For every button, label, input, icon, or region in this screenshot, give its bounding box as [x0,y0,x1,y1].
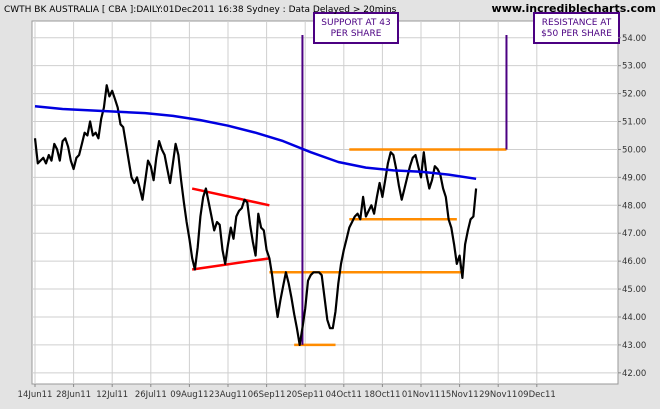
x-tick-label: 23Aug11 [209,390,247,400]
callout-label: SUPPORT AT 43 [321,18,390,28]
trend-line [191,257,270,271]
y-tick-label: 48.00 [622,201,646,211]
y-tick-label: 49.00 [622,173,646,183]
series-layer [33,84,478,346]
x-tick-label: 20Sep11 [286,390,324,400]
plot-area [31,20,619,385]
y-tick-label: 52.00 [622,90,646,100]
callout-label: RESISTANCE AT [542,18,612,28]
x-tick-label: 04Oct11 [326,390,362,400]
x-tick-label: 09Dec11 [518,390,556,400]
x-tick-label: 14Jun11 [18,390,53,400]
chart-title: CWTH BK AUSTRALIA [ CBA ]:DAILY:01Dec201… [4,5,397,15]
y-tick-label: 53.00 [622,62,646,72]
callout-label: PER SHARE [331,29,382,39]
x-tick-label: 28Jun11 [56,390,91,400]
y-tick-label: 46.00 [622,257,646,267]
y-tick-label: 44.00 [622,313,646,323]
price-line [33,84,478,346]
x-tick-label: 15Nov11 [440,390,478,400]
y-tick-label: 54.00 [622,34,646,44]
x-tick-label: 09Aug11 [170,390,208,400]
y-tick-label: 50.00 [622,145,646,155]
moving-average-line [34,104,477,181]
callout-box [313,12,399,44]
x-tick-label: 18Oct11 [364,390,400,400]
y-tick-label: 43.00 [622,341,646,351]
x-tick-label: 06Sep11 [248,390,286,400]
y-tick-label: 51.00 [622,118,646,128]
annotation-layer [191,34,508,347]
grid-layer [32,21,618,384]
watermark: www.incrediblecharts.com [492,2,656,15]
y-tick-label: 42.00 [622,369,646,379]
x-tick-label: 12Jul11 [96,390,128,400]
callout-box [533,12,620,44]
x-tick-label: 29Nov11 [479,390,517,400]
callout-label: $50 PER SHARE [541,29,612,39]
axis-layer: 42.00 43.00 44.00 45.00 46.00 47.00 48.00 49.00… [18,34,647,400]
x-tick-label: 01Nov11 [402,390,440,400]
x-tick-label: 26Jul11 [135,390,167,400]
y-tick-label: 47.00 [622,229,646,239]
y-tick-label: 45.00 [622,285,646,295]
